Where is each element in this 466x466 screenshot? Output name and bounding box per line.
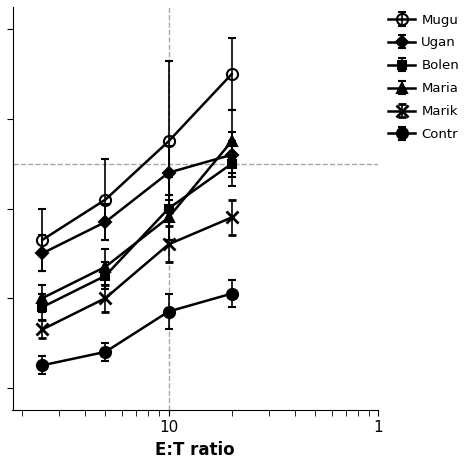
Legend: Mugu, Ugan, Bolen, Maria, Marik, Contr: Mugu, Ugan, Bolen, Maria, Marik, Contr xyxy=(388,14,459,141)
X-axis label: E:T ratio: E:T ratio xyxy=(156,441,235,459)
